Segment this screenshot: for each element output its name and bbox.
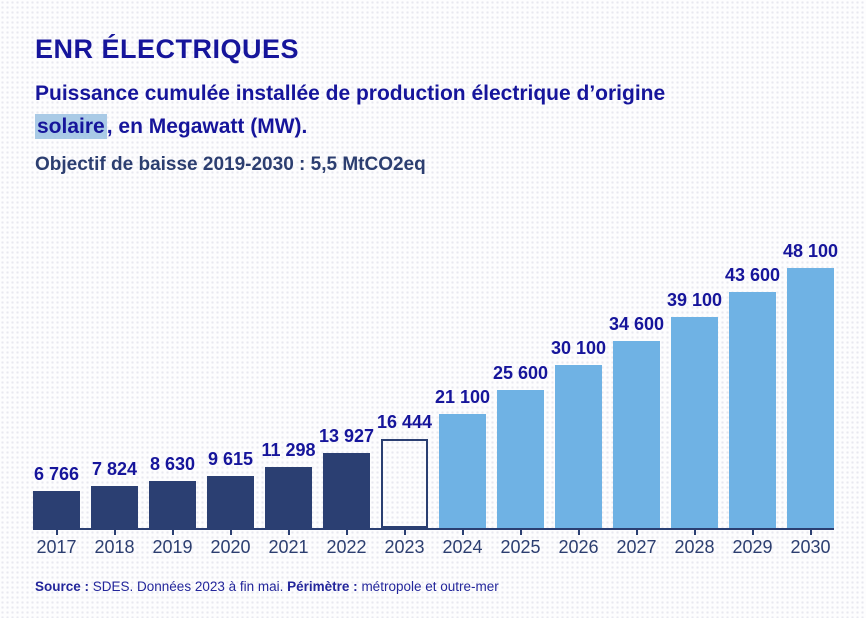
bar-column-2019: 8 630 [149,268,196,528]
x-axis-tick-2023 [403,530,406,535]
bar-2025 [497,389,544,528]
bar-column-2024: 21 100 [435,268,490,528]
tick-cell-2027 [613,530,660,535]
x-axis-label-2024: 2024 [442,537,483,557]
x-axis-tick-2030 [809,530,812,535]
x-axis-label-2030: 2030 [790,537,831,557]
bar-value-label-2025: 25 600 [492,362,549,383]
tick-cell-2022 [323,530,370,535]
x-axis-label-2017: 2017 [36,537,77,557]
bar-column-2017: 6 766 [33,268,80,528]
tick-cell-2020 [207,530,254,535]
bar-2029 [729,292,776,528]
bar-column-2023: 16 444 [377,268,432,528]
bar-2022 [323,452,370,528]
bar-2030 [787,268,834,528]
bar-value-label-2022: 13 927 [318,425,375,446]
x-axis-tick-2019 [171,530,174,535]
bar-value-label-2017: 6 766 [33,464,80,485]
bar-2023 [381,439,428,528]
bar-2018 [91,485,138,528]
x-axis-tick-2029 [751,530,754,535]
x-axis-tick-2028 [693,530,696,535]
subtitle-highlight-solaire: solaire [35,114,107,140]
bar-2028 [671,316,718,528]
bar-column-2026: 30 100 [551,268,606,528]
x-axis-label-2022: 2022 [326,537,367,557]
bar-column-2018: 7 824 [91,268,138,528]
bar-value-label-2023: 16 444 [376,412,433,433]
bar-2026 [555,365,602,528]
chart-subtitle: Puissance cumulée installée de productio… [35,77,665,143]
source-text: SDES. Données 2023 à fin mai. [89,579,288,594]
subtitle-line1: Puissance cumulée installée de productio… [35,82,666,106]
source-label: Source : [35,579,90,594]
tick-cell-2028 [671,530,718,535]
tick-cell-2024 [439,530,486,535]
tick-cell-2025 [497,530,544,535]
bar-value-label-2030: 48 100 [782,241,839,261]
x-axis-tick-2018 [113,530,116,535]
x-axis-label-2023: 2023 [384,537,425,557]
tick-cell-2018 [91,530,138,535]
perimeter-label: Périmètre : [287,579,358,594]
x-axis-label-2026: 2026 [558,537,599,557]
source-note: Source : SDES. Données 2023 à fin mai. P… [35,579,499,594]
bar-column-2029: 43 600 [725,265,780,528]
x-axis-ticks [33,530,834,535]
x-axis-tick-2025 [519,530,522,535]
bar-value-label-2021: 11 298 [261,439,316,460]
tick-cell-2017 [33,530,80,535]
bar-2021 [265,466,312,528]
x-axis-tick-2021 [287,530,290,535]
bar-2019 [149,481,196,528]
bar-value-label-2027: 34 600 [608,314,665,334]
bar-value-label-2029: 43 600 [724,265,781,286]
subtitle-rest: , en Megawatt (MW). [106,115,308,139]
x-axis-label-2018: 2018 [94,537,135,557]
x-axis-tick-2027 [635,530,638,535]
bar-column-2028: 39 100 [667,268,722,528]
x-axis-label-2029: 2029 [732,537,773,557]
bar-value-label-2019: 8 630 [149,454,196,475]
perimeter-text: métropole et outre-mer [357,579,499,594]
tick-cell-2023 [381,530,428,535]
bar-value-label-2020: 9 615 [207,449,254,469]
x-axis-label-2019: 2019 [152,537,193,557]
bar-column-2022: 13 927 [319,268,374,528]
bar-value-label-2024: 21 100 [434,386,491,407]
bar-column-2027: 34 600 [609,268,664,528]
x-axis-label-2021: 2021 [268,537,309,557]
bar-2027 [613,341,660,528]
bar-column-2030: 48 100 [783,241,838,528]
tick-cell-2019 [149,530,196,535]
x-axis-label-2027: 2027 [616,537,657,557]
bar-2017 [33,491,80,528]
tick-cell-2026 [555,530,602,535]
x-axis-label-2028: 2028 [674,537,715,557]
bar-value-label-2028: 39 100 [666,289,723,310]
x-axis-labels: 2017 2018 2019 2020 2021 2022 2023 2024 2025 2026… [33,537,834,558]
bar-column-2025: 25 600 [493,268,548,528]
bar-value-label-2018: 7 824 [91,458,138,479]
objective-text: Objectif de baisse 2019-2030 : 5,5 MtCO2… [35,154,426,175]
x-axis-tick-2024 [461,530,464,535]
tick-cell-2030 [787,530,834,535]
page-title: ENR ÉLECTRIQUES [35,34,300,65]
x-axis-label-2020: 2020 [210,537,251,557]
bar-2024 [439,413,486,528]
x-axis-tick-2026 [577,530,580,535]
bar-chart-plot-area: 6 766 7 824 8 630 9 615 11 298 13 927 16 444 21… [33,241,838,530]
bar-value-label-2026: 30 100 [550,338,607,359]
bar-column-2021: 11 298 [261,268,316,528]
x-axis-tick-2020 [229,530,232,535]
x-axis-tick-2022 [345,530,348,535]
tick-cell-2029 [729,530,776,535]
tick-cell-2021 [265,530,312,535]
bar-column-2020: 9 615 [207,268,254,528]
x-axis-tick-2017 [55,530,58,535]
bar-2020 [207,476,254,528]
x-axis-label-2025: 2025 [500,537,541,557]
